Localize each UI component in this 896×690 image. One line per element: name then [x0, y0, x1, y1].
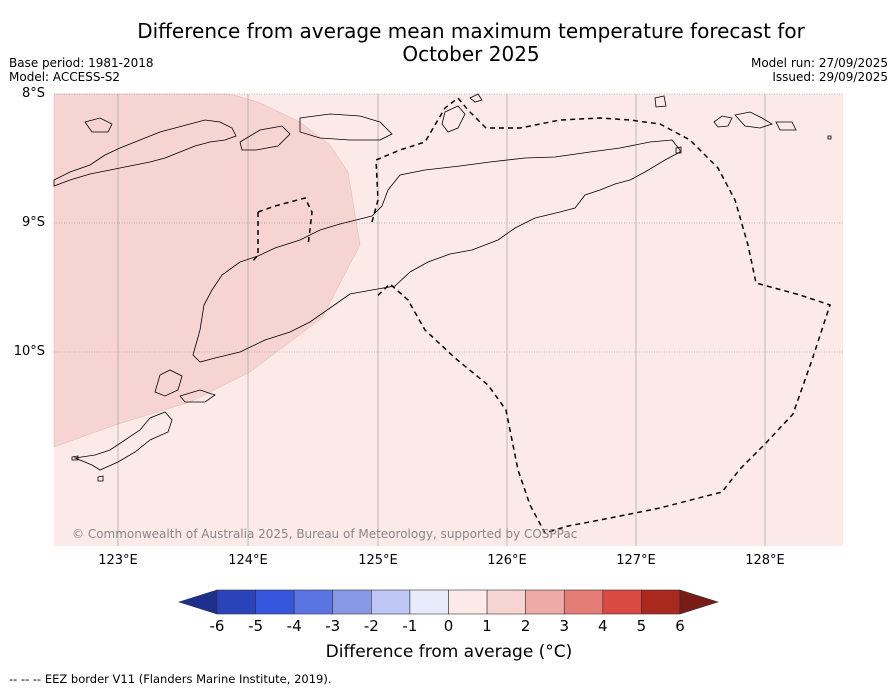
coastline-sw-island	[73, 411, 173, 471]
coastline-sw-islet-b	[97, 475, 104, 482]
coastline-east-islet	[827, 135, 832, 140]
coastline-east-island-b	[734, 111, 773, 129]
eez-border-timor-leste	[371, 96, 831, 534]
colorbar-tick-label: -2	[363, 617, 379, 635]
gridlines-lon	[117, 94, 766, 546]
colorbar-tick-label: 5	[636, 617, 647, 635]
colorbar-tick-label: 3	[559, 617, 570, 635]
colorbar-tick-label: -1	[402, 617, 418, 635]
lon-label-127e: 127°E	[616, 553, 656, 568]
lon-label-125e: 125°E	[358, 553, 398, 568]
lat-label-9s: 9°S	[21, 215, 45, 230]
coastline-lembata	[239, 125, 291, 151]
colorbar-tick-label: 2	[520, 617, 531, 635]
coastline-islet-north	[469, 93, 483, 103]
lon-label-128e: 128°E	[745, 553, 785, 568]
coastline-east-island-c	[775, 121, 797, 131]
coastlines	[53, 93, 832, 482]
colorbar-tick-label: 1	[482, 617, 492, 635]
eez-borders	[251, 96, 831, 534]
colorbar-tick-label: 6	[675, 617, 685, 635]
coastline-flores	[53, 119, 237, 187]
coastline-timor-tip	[675, 146, 682, 154]
issued-date: Issued: 29/09/2025	[772, 70, 888, 84]
gridlines	[54, 93, 843, 353]
coastline-alor	[299, 113, 393, 141]
eez-border-oecusse	[251, 197, 313, 263]
coastline-savu	[179, 389, 216, 403]
anomaly-region-high	[53, 93, 361, 448]
colorbar-label: Difference from average (°C)	[325, 642, 573, 662]
lon-label-123e: 123°E	[98, 553, 138, 568]
colorbar-tick-label: 0	[443, 617, 454, 635]
colorbar-tick-label: -3	[325, 617, 341, 635]
lat-label-8s: 8°S	[21, 86, 45, 101]
map-title: Difference from average mean maximum tem…	[137, 19, 805, 66]
eez-footnote: -- -- -- EEZ border V11 (Flanders Marine…	[9, 672, 332, 686]
meta-left: Base period: 1981-2018 Model: ACCESS-S2	[9, 56, 154, 84]
model-name: Model: ACCESS-S2	[9, 70, 121, 84]
coastline-rote	[154, 369, 183, 397]
lon-label-124e: 124°E	[228, 553, 268, 568]
base-period: Base period: 1981-2018	[9, 56, 154, 70]
coastline-islet-ne	[654, 95, 667, 108]
meta-right: Model run: 27/09/2025 Issued: 29/09/2025	[751, 56, 888, 84]
colorbar-tick-label: -5	[248, 617, 264, 635]
colorbar-tick-label: 4	[598, 617, 608, 635]
coastline-east-island-a	[713, 115, 733, 128]
coastline-sw-islet-a	[71, 455, 79, 461]
coastline-wetar	[441, 105, 466, 133]
lon-label-126e: 126°E	[487, 553, 527, 568]
colorbar-tick-label: -4	[286, 617, 302, 635]
copyright-notice: © Commonwealth of Australia 2025, Bureau…	[72, 527, 578, 541]
coastline-timor	[192, 139, 681, 363]
colorbar-tick-label: -6	[209, 617, 225, 635]
model-run: Model run: 27/09/2025	[750, 56, 888, 70]
coastline-adonara	[84, 117, 113, 133]
lat-label-10s: 10°S	[13, 344, 45, 359]
